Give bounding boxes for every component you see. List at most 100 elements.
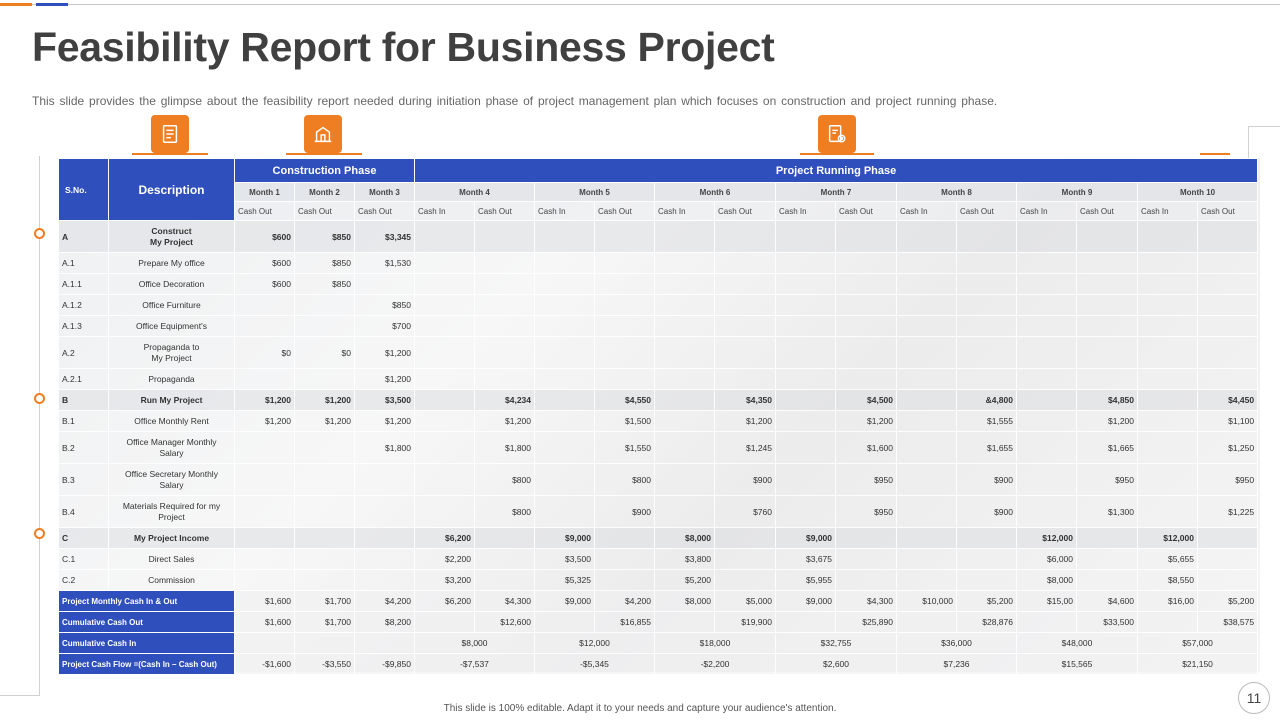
cell-value: $9,000 bbox=[534, 527, 595, 549]
cell-value: $8,550 bbox=[1137, 569, 1198, 591]
month-header: Month 1 bbox=[234, 182, 295, 202]
table-row: B.1 Office Monthly Rent $1,200 $1,200 $1,200… bbox=[58, 410, 1280, 432]
cell-value bbox=[714, 252, 776, 274]
summary-value: $6,200 bbox=[414, 590, 475, 612]
cash-in-header: Cash In bbox=[1016, 201, 1077, 221]
cell-value bbox=[234, 368, 295, 390]
cell-value: $900 bbox=[956, 463, 1017, 496]
cell-value bbox=[654, 463, 715, 496]
cell-value bbox=[896, 315, 957, 337]
cash-out-header: Cash Out bbox=[474, 201, 535, 221]
summary-value bbox=[1016, 611, 1077, 633]
cell-value bbox=[474, 548, 535, 570]
table-row: A Construct My Project $600 $850 $3,345 bbox=[58, 220, 1280, 253]
cell-value bbox=[775, 410, 836, 432]
cell-value bbox=[654, 495, 715, 528]
summary-value bbox=[234, 632, 295, 654]
cell-value bbox=[956, 252, 1017, 274]
summary-value: $5,200 bbox=[1196, 590, 1259, 612]
cell-value bbox=[414, 294, 475, 316]
cell-value bbox=[474, 368, 535, 390]
summary-row: Project Cash Flow =(Cash In – Cash Out) -… bbox=[58, 653, 1280, 675]
frame-line-bottom bbox=[0, 695, 40, 696]
cell-value bbox=[775, 495, 836, 528]
cell-value bbox=[1016, 495, 1077, 528]
cell-value bbox=[534, 463, 595, 496]
cell-value bbox=[1196, 273, 1259, 295]
cell-value bbox=[534, 410, 595, 432]
cell-value: $0 bbox=[294, 336, 355, 369]
cell-value bbox=[775, 315, 836, 337]
cell-value bbox=[594, 527, 655, 549]
cell-value bbox=[835, 368, 897, 390]
table-row: C My Project Income $6,200 $9,000 $8,000 $9,0… bbox=[58, 527, 1280, 549]
cell-value: $4,850 bbox=[1076, 389, 1138, 411]
month-header: Month 5 bbox=[534, 182, 655, 202]
cell-value bbox=[835, 569, 897, 591]
cash-out-header: Cash Out bbox=[956, 201, 1017, 221]
row-description: Propaganda to My Project bbox=[108, 336, 235, 369]
table-row: A.1.2 Office Furniture $850 bbox=[58, 294, 1280, 316]
table-row: A.2.1 Propaganda $1,200 bbox=[58, 368, 1280, 390]
cell-value bbox=[414, 389, 475, 411]
cash-out-header: Cash Out bbox=[1076, 201, 1138, 221]
cell-value bbox=[474, 527, 535, 549]
summary-value: $36,000 bbox=[896, 632, 1017, 654]
cell-value bbox=[1137, 315, 1198, 337]
frame-line-left bbox=[39, 156, 40, 696]
cell-value bbox=[294, 315, 355, 337]
summary-value: $4,300 bbox=[835, 590, 897, 612]
top-accent-orange bbox=[0, 3, 32, 6]
cash-out-header: Cash Out bbox=[294, 201, 355, 221]
cell-value bbox=[594, 569, 655, 591]
summary-value: -$5,345 bbox=[534, 653, 655, 675]
cell-value bbox=[1016, 294, 1077, 316]
cell-value: $3,500 bbox=[534, 548, 595, 570]
cell-value bbox=[896, 294, 957, 316]
cell-value: $600 bbox=[234, 252, 295, 274]
cell-value bbox=[1196, 294, 1259, 316]
cash-in-header: Cash In bbox=[534, 201, 595, 221]
cell-value bbox=[896, 463, 957, 496]
cell-value: $1,530 bbox=[354, 252, 415, 274]
cell-value bbox=[414, 463, 475, 496]
settings-document-icon bbox=[818, 115, 856, 153]
cell-value bbox=[1196, 569, 1259, 591]
cell-value bbox=[896, 431, 957, 464]
cell-value bbox=[294, 495, 355, 528]
summary-value: $48,000 bbox=[1016, 632, 1138, 654]
cell-value: $1,800 bbox=[474, 431, 535, 464]
cell-value bbox=[896, 410, 957, 432]
cell-value: $12,000 bbox=[1137, 527, 1198, 549]
cell-value bbox=[594, 220, 655, 253]
cell-value bbox=[1076, 527, 1138, 549]
cell-value: $1,300 bbox=[1076, 495, 1138, 528]
cell-value: $1,200 bbox=[294, 389, 355, 411]
row-sno: C bbox=[58, 527, 109, 549]
cell-value bbox=[1076, 315, 1138, 337]
summary-value bbox=[896, 611, 957, 633]
cell-value bbox=[354, 495, 415, 528]
cell-value: $4,550 bbox=[594, 389, 655, 411]
cell-value: $800 bbox=[474, 463, 535, 496]
cell-value: $1,200 bbox=[835, 410, 897, 432]
summary-row: Cumulative Cash Out $1,600 $1,700 $8,200 $12… bbox=[58, 611, 1280, 633]
cell-value: $600 bbox=[234, 273, 295, 295]
summary-value: $21,150 bbox=[1136, 653, 1259, 675]
cell-value bbox=[534, 315, 595, 337]
table-row: B Run My Project $1,200 $1,200 $3,500 $4,234 $… bbox=[58, 389, 1280, 411]
summary-value bbox=[654, 611, 715, 633]
cell-value bbox=[956, 294, 1017, 316]
document-icon bbox=[151, 115, 189, 153]
cell-value bbox=[1137, 273, 1198, 295]
construction-phase-header: Construction Phase bbox=[234, 158, 415, 183]
summary-value: $12,000 bbox=[534, 632, 655, 654]
cell-value bbox=[1137, 431, 1198, 464]
summary-value bbox=[1137, 611, 1198, 633]
row-sno: B.1 bbox=[58, 410, 109, 432]
cell-value bbox=[1196, 368, 1259, 390]
cell-value bbox=[474, 336, 535, 369]
icon-underline-4 bbox=[1200, 153, 1230, 155]
cell-value bbox=[654, 315, 715, 337]
cell-value bbox=[654, 252, 715, 274]
